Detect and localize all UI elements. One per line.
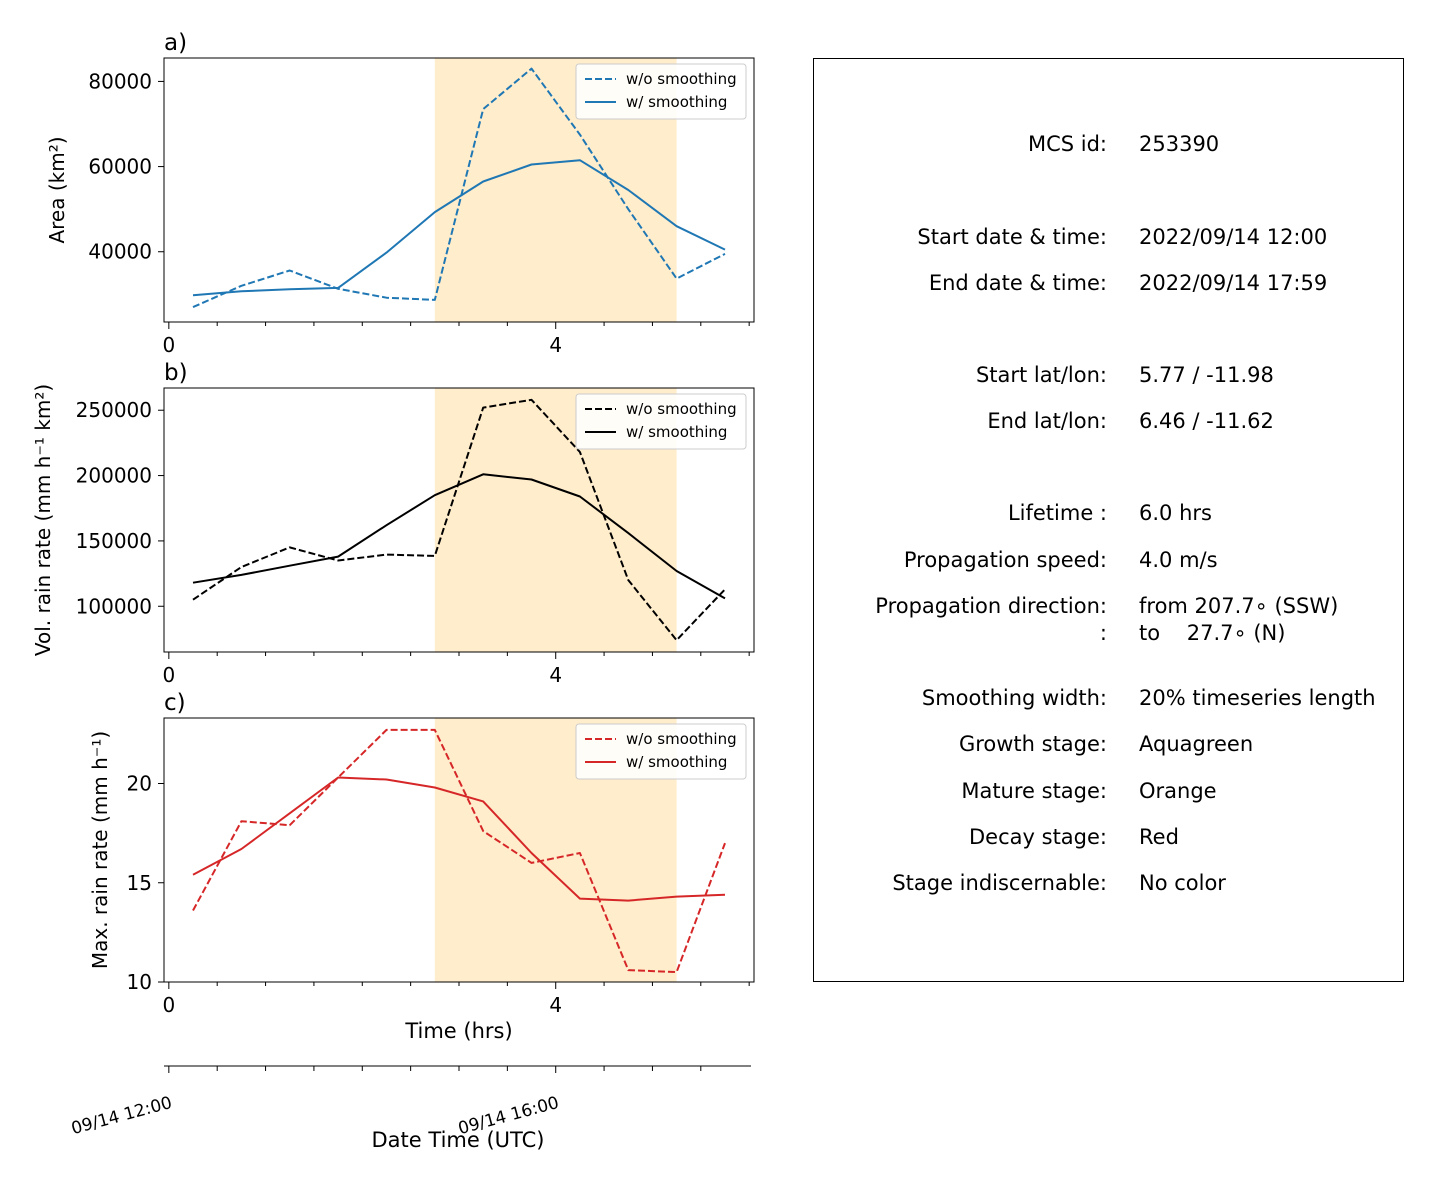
info-key: MCS id: bbox=[1027, 132, 1107, 156]
info-key: Growth stage: bbox=[958, 732, 1107, 756]
x-tick-label: 4 bbox=[549, 663, 562, 687]
info-value: from 207.7∘ (SSW) bbox=[1139, 594, 1339, 618]
panel-label: c) bbox=[164, 690, 186, 716]
legend-label: w/o smoothing bbox=[626, 400, 737, 418]
series-line-raw bbox=[192, 67, 726, 309]
info-value: 6.0 hrs bbox=[1139, 501, 1212, 525]
y-tick-label: 15 bbox=[127, 871, 152, 895]
info-value: No color bbox=[1139, 871, 1226, 895]
series-line-raw bbox=[192, 728, 726, 974]
info-key: End date & time: bbox=[928, 271, 1107, 295]
y-tick-label: 250000 bbox=[76, 398, 152, 422]
y-axis-label: Max. rain rate (mm h⁻¹) bbox=[88, 731, 112, 969]
legend: w/o smoothing w/ smoothing bbox=[575, 63, 747, 120]
info-key: Propagation speed: bbox=[903, 548, 1107, 572]
info-key: Propagation direction: bbox=[875, 594, 1107, 618]
legend-label: w/o smoothing bbox=[626, 70, 737, 88]
x-axis-label: Time (hrs) bbox=[404, 1019, 512, 1043]
series-line-smoothed bbox=[192, 473, 726, 600]
info-value: Red bbox=[1139, 825, 1179, 849]
y-tick-label: 80000 bbox=[88, 69, 152, 93]
info-key: : bbox=[1099, 621, 1107, 645]
info-value: Aquagreen bbox=[1139, 732, 1254, 756]
y-tick-label: 100000 bbox=[76, 594, 152, 618]
info-key: Stage indiscernable: bbox=[892, 871, 1107, 895]
info-value: 2022/09/14 17:59 bbox=[1139, 271, 1328, 295]
info-value: 5.77 / -11.98 bbox=[1139, 363, 1274, 387]
series-line-smoothed bbox=[192, 159, 726, 297]
info-key: Decay stage: bbox=[969, 825, 1107, 849]
y-axis-label: Area (km²) bbox=[45, 136, 69, 243]
info-value: to 27.7∘ (N) bbox=[1139, 621, 1286, 645]
info-value: 20% timeseries length bbox=[1139, 686, 1376, 710]
info-value: Orange bbox=[1139, 779, 1217, 803]
x-tick-label: 0 bbox=[162, 333, 175, 357]
legend: w/o smoothing w/ smoothing bbox=[575, 723, 747, 780]
y-tick-label: 40000 bbox=[88, 240, 152, 264]
info-key: Smoothing width: bbox=[921, 686, 1107, 710]
y-tick-label: 20 bbox=[127, 772, 152, 796]
series-line-raw bbox=[192, 398, 726, 642]
legend-box bbox=[575, 723, 747, 780]
info-panel: MCS id: 253390 Start date & time: 2022/0… bbox=[813, 58, 1404, 982]
panel-label: a) bbox=[164, 30, 187, 56]
legend: w/o smoothing w/ smoothing bbox=[575, 393, 747, 450]
y-axis-label: Vol. rain rate (mm h⁻¹ km²) bbox=[31, 384, 55, 656]
series-line-smoothed bbox=[192, 776, 726, 902]
info-key: Start date & time: bbox=[917, 225, 1107, 249]
legend-label: w/o smoothing bbox=[626, 730, 737, 748]
legend-label: w/ smoothing bbox=[626, 753, 727, 771]
legend-box bbox=[575, 393, 747, 450]
x-tick-label: 4 bbox=[549, 333, 562, 357]
panel-b: 100000 150000 200000 250000 0 4 b) Vol. rain ra… bbox=[31, 360, 755, 687]
x-tick-label: 0 bbox=[162, 993, 175, 1017]
panel-label: b) bbox=[164, 360, 188, 386]
info-value: 2022/09/14 12:00 bbox=[1139, 225, 1328, 249]
panel-a: 40000 60000 80000 0 4 a) Area (km²) w/o smoothi… bbox=[45, 30, 755, 357]
y-tick-label: 10 bbox=[127, 970, 152, 994]
date-tick-label: 09/14 12:00 bbox=[69, 1093, 174, 1139]
y-tick-label: 150000 bbox=[76, 529, 152, 553]
info-value: 6.46 / -11.62 bbox=[1139, 409, 1274, 433]
legend-box bbox=[575, 63, 747, 120]
info-value: 253390 bbox=[1139, 132, 1220, 156]
panel-c: 10 15 20 0 4 c) Max. rain rate (mm h⁻¹) Time (h… bbox=[88, 690, 755, 1043]
info-key: End lat/lon: bbox=[987, 409, 1107, 433]
legend-label: w/ smoothing bbox=[626, 423, 727, 441]
info-key: Lifetime : bbox=[1007, 501, 1107, 525]
y-tick-label: 60000 bbox=[88, 155, 152, 179]
x-tick-label: 4 bbox=[549, 993, 562, 1017]
date-axis-label: Date Time (UTC) bbox=[372, 1128, 545, 1152]
info-value: 4.0 m/s bbox=[1139, 548, 1218, 572]
y-tick-label: 200000 bbox=[76, 464, 152, 488]
info-key: Mature stage: bbox=[961, 779, 1107, 803]
legend-label: w/ smoothing bbox=[626, 93, 727, 111]
x-tick-label: 0 bbox=[162, 663, 175, 687]
info-key: Start lat/lon: bbox=[975, 363, 1107, 387]
